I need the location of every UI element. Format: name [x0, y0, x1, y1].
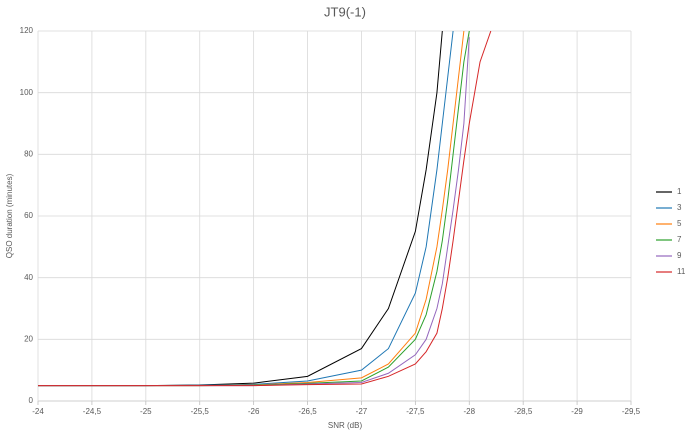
- y-tick-label: 80: [24, 149, 33, 158]
- series-line: [38, 31, 492, 387]
- x-tick-label: -27: [356, 407, 368, 416]
- x-tick-label: -25,5: [191, 407, 210, 416]
- chart-title: JT9(-1): [324, 4, 366, 19]
- x-tick-label: -26,5: [298, 407, 317, 416]
- x-axis-label: SNR (dB): [328, 421, 363, 430]
- x-tick-label: -27,5: [406, 407, 425, 416]
- legend-label: 1: [677, 187, 682, 196]
- x-tick-label: -29: [571, 407, 583, 416]
- x-tick-label: -24,5: [83, 407, 102, 416]
- x-tick-label: -28,5: [514, 407, 533, 416]
- legend-label: 9: [677, 251, 682, 260]
- series-line: [38, 31, 443, 387]
- plot-area: [38, 31, 492, 387]
- x-tick-label: -29,5: [622, 407, 641, 416]
- x-tick-label: -26: [248, 407, 260, 416]
- series-line: [38, 31, 454, 387]
- y-tick-label: 120: [20, 26, 34, 35]
- x-tick-label: -24: [32, 407, 44, 416]
- legend-label: 7: [677, 235, 682, 244]
- y-tick-label: 40: [24, 273, 33, 282]
- y-tick-label: 0: [29, 396, 34, 405]
- y-tick-label: 100: [20, 88, 34, 97]
- x-tick-label: -25: [140, 407, 152, 416]
- legend-label: 11: [677, 267, 686, 276]
- y-axis-label: QSO duration (minutes): [5, 173, 14, 258]
- legend-label: 3: [677, 203, 682, 212]
- series-line: [38, 31, 465, 387]
- x-tick-label: -28: [463, 407, 475, 416]
- y-tick-label: 60: [24, 211, 33, 220]
- y-tick-label: 20: [24, 334, 33, 343]
- legend-label: 5: [677, 219, 682, 228]
